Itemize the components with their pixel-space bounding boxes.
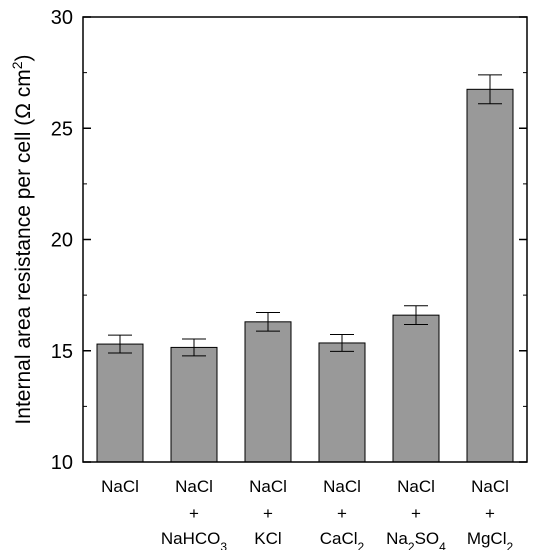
y-axis-label: Internal area resistance per cell (Ω cm2… xyxy=(9,54,35,424)
x-category-line: NaCl xyxy=(323,477,361,496)
y-tick-label-4: 30 xyxy=(51,7,73,29)
x-category-line: + xyxy=(263,504,273,523)
bar-0 xyxy=(96,343,144,463)
x-category-line: NaCl xyxy=(397,477,435,496)
x-category-label-4: NaCl + Na2SO4 xyxy=(386,477,446,550)
error-bar-2 xyxy=(256,311,280,332)
x-category-line: NaCl xyxy=(101,477,139,496)
bar-4 xyxy=(392,314,440,463)
x-category-line: KCl xyxy=(254,529,281,548)
bar-1 xyxy=(170,346,218,463)
x-axis-labels: NaCl NaCl+NaHCO3NaCl+KClNaCl+CaCl2NaCl+Na… xyxy=(101,477,513,550)
bar-3 xyxy=(318,342,366,463)
x-category-line: NaCl xyxy=(175,477,213,496)
bar-5 xyxy=(466,88,514,463)
y-tick-label-0: 10 xyxy=(51,452,73,474)
x-category-line: Na2SO4 xyxy=(386,529,446,550)
x-category-line: NaCl xyxy=(471,477,509,496)
plot-frame xyxy=(82,16,528,463)
x-category-line: + xyxy=(485,504,495,523)
x-category-label-0: NaCl xyxy=(101,477,139,496)
x-category-label-1: NaCl + NaHCO3 xyxy=(161,477,228,550)
x-category-line: MgCl2 xyxy=(467,529,514,550)
x-category-label-5: NaCl + MgCl2 xyxy=(467,477,514,550)
x-category-label-2: NaCl + KCl xyxy=(249,477,287,548)
error-bar-0 xyxy=(108,334,132,354)
bars-group xyxy=(96,88,514,463)
x-category-line: + xyxy=(411,504,421,523)
x-category-line: CaCl2 xyxy=(320,529,365,550)
error-bar-3 xyxy=(330,334,354,352)
x-category-line: + xyxy=(189,504,199,523)
error-bars-group xyxy=(108,74,502,357)
x-category-line: NaCl xyxy=(249,477,287,496)
x-category-line: NaHCO3 xyxy=(161,529,228,550)
x-category-line: + xyxy=(337,504,347,523)
bar-2 xyxy=(244,321,292,463)
error-bar-4 xyxy=(404,305,428,325)
error-bar-5 xyxy=(478,74,502,105)
y-tick-label-1: 15 xyxy=(51,341,73,363)
y-tick-label-3: 25 xyxy=(51,118,73,140)
x-category-label-3: NaCl + CaCl2 xyxy=(320,477,365,550)
error-bar-1 xyxy=(182,338,206,357)
y-tick-label-2: 20 xyxy=(51,230,73,252)
y-axis-ticks: 10 15 20 25 30 xyxy=(51,7,527,474)
